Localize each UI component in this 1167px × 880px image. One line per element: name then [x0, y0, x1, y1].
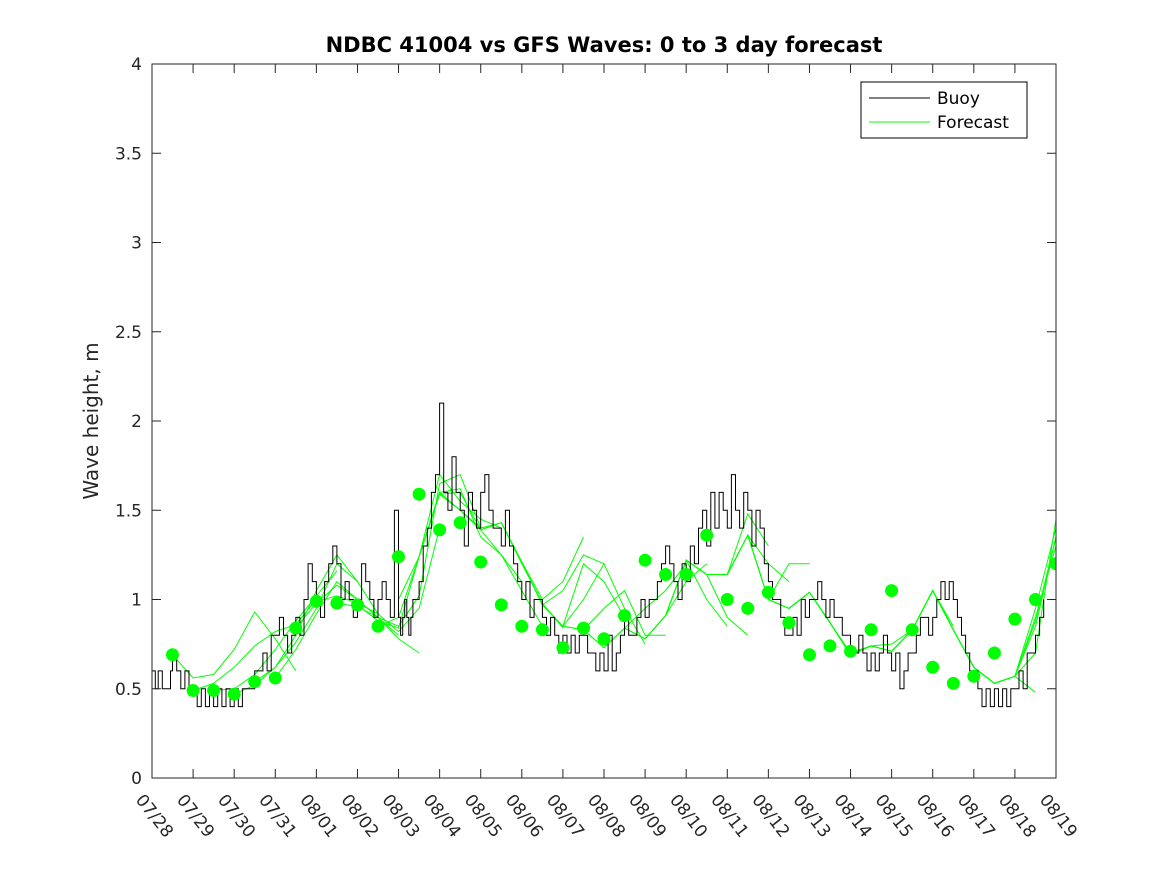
- y-tick-label: 2: [131, 412, 142, 432]
- forecast-analysis-point: [392, 550, 405, 564]
- forecast-analysis-point: [844, 644, 857, 658]
- forecast-line-5: [254, 562, 379, 683]
- forecast-analysis-point: [864, 623, 878, 637]
- forecast-analysis-point: [186, 684, 200, 697]
- forecast-analysis-point: [433, 523, 447, 537]
- forecast-line-1: [172, 611, 297, 679]
- forecast-analysis-point: [248, 675, 262, 689]
- forecast-analysis-point: [412, 487, 426, 501]
- legend-entry-buoy: Buoy: [937, 89, 980, 109]
- forecast-analysis-point: [803, 648, 816, 662]
- forecast-analysis-point: [741, 601, 755, 615]
- forecast-analysis-point: [166, 648, 179, 662]
- forecast-analysis-point: [597, 632, 611, 646]
- forecast-analysis-point: [494, 598, 508, 612]
- legend-box: [860, 81, 1028, 139]
- forecast-analysis-point: [987, 646, 1001, 660]
- forecast-analysis-point: [905, 623, 919, 637]
- y-tick-label: 1.5: [115, 501, 142, 521]
- forecast-analysis-point: [782, 616, 796, 630]
- forecast-analysis-point: [700, 528, 714, 542]
- forecast-analysis-point: [309, 594, 323, 608]
- forecast-analysis-point: [679, 568, 693, 581]
- y-tick-label: 0.5: [115, 680, 142, 700]
- forecast-line-42: [1014, 536, 1056, 677]
- forecast-analysis-point: [535, 623, 549, 637]
- y-tick-label: 0: [131, 769, 142, 789]
- forecast-analysis-point: [946, 676, 960, 690]
- y-tick-label: 3: [131, 234, 142, 254]
- forecast-analysis-point: [720, 593, 734, 606]
- forecast-analysis-point: [330, 596, 344, 610]
- forecast-line-41: [994, 527, 1056, 684]
- legend: Buoy Forecast: [860, 81, 1028, 139]
- y-tick-label: 3.5: [115, 144, 142, 164]
- forecast-analysis-point: [371, 619, 385, 633]
- forecast-analysis-point: [556, 641, 570, 655]
- forecast-analysis-point: [618, 609, 631, 623]
- forecast-analysis-point: [761, 585, 775, 599]
- y-tick-label: 4: [131, 55, 142, 75]
- forecast-analysis-point: [268, 671, 282, 685]
- plot-area: [152, 402, 1056, 708]
- forecast-analysis-point: [1049, 557, 1056, 571]
- forecast-analysis-point: [823, 639, 837, 653]
- forecast-analysis-point: [577, 621, 590, 635]
- forecast-analysis-point: [351, 598, 364, 612]
- forecast-analysis-point: [926, 660, 940, 674]
- forecast-analysis-point: [659, 568, 673, 581]
- y-tick-label: 2.5: [115, 323, 142, 343]
- legend-entry-forecast: Forecast: [937, 113, 1009, 133]
- forecast-analysis-point: [638, 553, 652, 567]
- forecast-analysis-point: [1029, 593, 1042, 606]
- forecast-analysis-point: [515, 619, 529, 633]
- forecast-analysis-point: [289, 621, 303, 635]
- chart-title: NDBC 41004 vs GFS Waves: 0 to 3 day fore…: [326, 33, 883, 57]
- forecast-analysis-point: [207, 684, 221, 697]
- forecast-analysis-point: [453, 516, 467, 530]
- buoy-line: [152, 402, 1045, 708]
- forecast-analysis-point: [227, 687, 241, 701]
- forecast-analysis-point: [885, 584, 899, 598]
- forecast-analysis-point: [1008, 612, 1022, 626]
- forecast-analysis-point: [967, 669, 981, 683]
- forecast-analysis-point: [474, 555, 488, 569]
- y-axis-label: Wave height, m: [79, 342, 103, 499]
- y-tick-label: 1: [131, 591, 142, 611]
